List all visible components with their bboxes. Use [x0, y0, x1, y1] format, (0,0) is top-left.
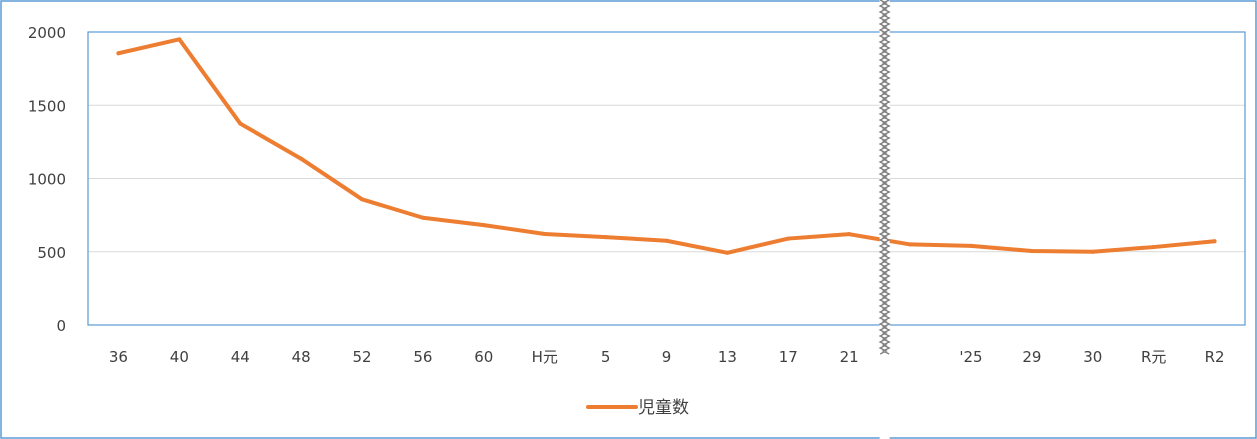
legend: 児童数 [586, 398, 689, 418]
data-point [481, 223, 486, 228]
data-point [177, 37, 182, 42]
x-tick-label: 13 [718, 348, 737, 366]
data-point [1151, 245, 1156, 250]
data-point [542, 232, 547, 237]
y-tick-label: 1000 [28, 171, 66, 189]
plot-area-border [87, 31, 1246, 326]
x-tick-label: '25 [959, 348, 982, 366]
x-tick-label: 9 [662, 348, 672, 366]
data-point [1029, 249, 1034, 254]
series-layer [116, 37, 1217, 255]
data-point [908, 242, 913, 247]
y-tick-label: 1500 [28, 97, 66, 115]
x-tick-label: R2 [1205, 348, 1225, 366]
data-point [1212, 239, 1217, 244]
data-point [299, 156, 304, 161]
x-tick-label: 48 [292, 348, 311, 366]
y-tick-label: 0 [56, 317, 66, 335]
x-tick-label: H元 [532, 348, 558, 366]
x-tick-label: 5 [601, 348, 611, 366]
data-point [116, 51, 121, 56]
break-zigzag-right [881, 0, 891, 355]
data-point [664, 238, 669, 243]
data-point [603, 235, 608, 240]
x-tick-label: 60 [474, 348, 493, 366]
data-point [968, 243, 973, 248]
data-point [1090, 249, 1095, 254]
y-tick-label: 2000 [28, 24, 66, 42]
x-tick-label: 56 [413, 348, 432, 366]
x-tick-label: 36 [109, 348, 128, 366]
data-point [238, 121, 243, 126]
axis-break-marker [878, 0, 891, 439]
x-tick-label: 40 [170, 348, 189, 366]
x-tick-label: 21 [840, 348, 859, 366]
data-point [360, 197, 365, 202]
x-tick-label: 29 [1022, 348, 1041, 366]
data-point [786, 236, 791, 241]
data-point [420, 215, 425, 220]
y-axis-tick-labels: 0 500 1000 1500 2000 [28, 24, 66, 335]
x-axis-tick-labels: 36 40 44 48 52 56 60 H元 5 9 13 17 21 '25 29 30 R元 R2 [109, 348, 1225, 366]
data-point [847, 232, 852, 237]
x-tick-label: 17 [779, 348, 798, 366]
break-zigzag-left [878, 0, 888, 355]
y-tick-label: 500 [37, 244, 66, 262]
x-tick-label: 52 [352, 348, 371, 366]
data-point [725, 250, 730, 255]
x-tick-label: 44 [231, 348, 250, 366]
legend-label: 児童数 [638, 398, 689, 418]
x-tick-label: R元 [1141, 348, 1166, 366]
x-tick-label: 30 [1083, 348, 1102, 366]
